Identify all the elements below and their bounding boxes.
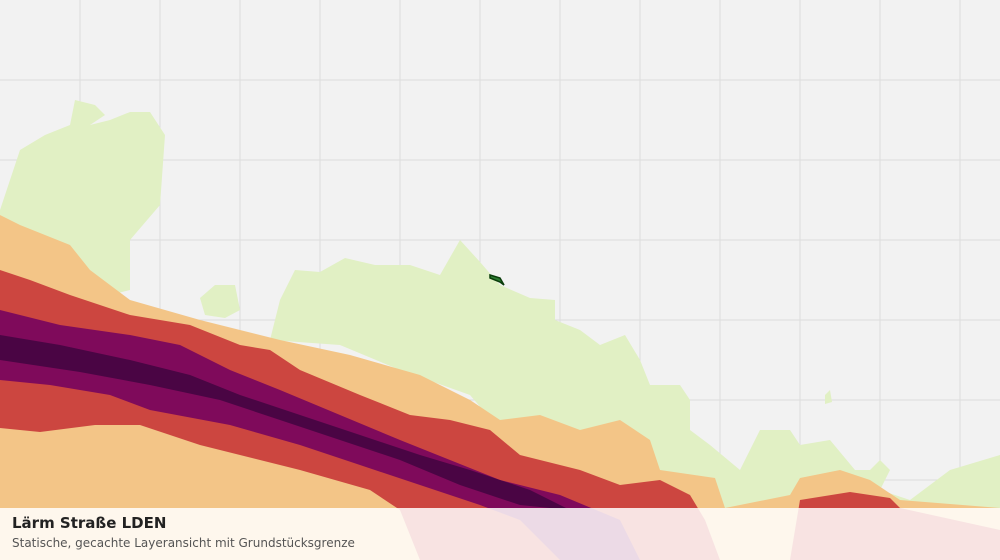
parcel-boundary [489,273,505,286]
noise-band-high [0,270,720,560]
legend-panel: Lärm Straße LDEN Statische, gecachte Lay… [0,508,1000,560]
layer-subtitle: Statische, gecachte Layeransicht mit Gru… [12,536,355,550]
noise-band-mid [0,215,1000,560]
noise-band-extreme [0,335,570,510]
layer-title: Lärm Straße LDEN [12,514,167,532]
